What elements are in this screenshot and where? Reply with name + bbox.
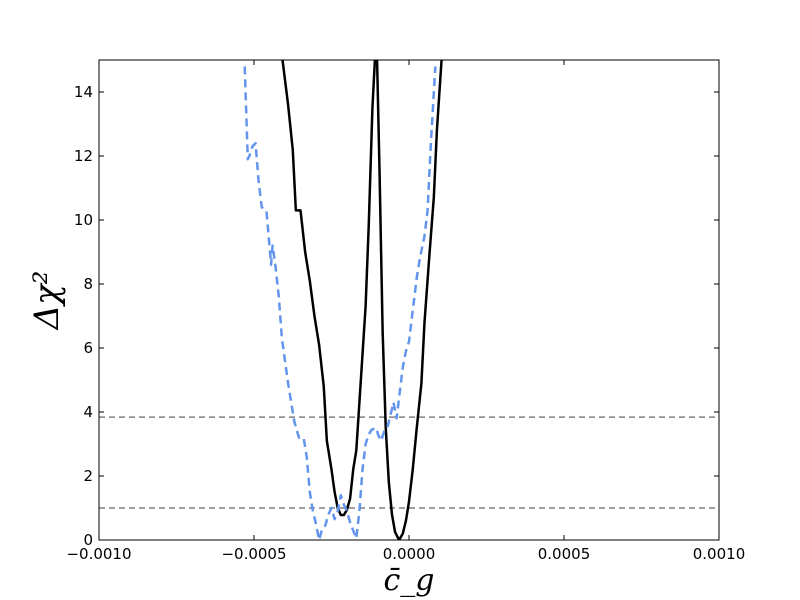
y-tick-label: 2 [83,467,93,485]
y-tick-label: 12 [74,147,93,165]
series-layer [243,60,443,540]
x-tick-label: 0.0000 [383,545,436,563]
series-line-2 [375,60,443,540]
tick-layer: −0.0010 −0.0005 0.0000 0.0005 0.0010 0 2 4 6 8 10 1… [66,60,745,563]
y-tick-label: 10 [74,211,93,229]
series-line-3 [243,66,437,540]
y-axis-label: Δχ² [27,271,67,332]
y-tick-label: 0 [83,531,93,549]
plot-background [99,60,719,540]
y-tick-label: 8 [83,275,93,293]
y-tick-label: 6 [83,339,93,357]
x-tick-label: −0.0005 [221,545,286,563]
x-tick-label: 0.0005 [538,545,591,563]
y-tick-label: 14 [74,83,93,101]
x-tick-label: −0.0010 [66,545,131,563]
x-tick-label: 0.0010 [693,545,746,563]
x-axis-label: c̄_g [383,563,434,598]
series-line-1 [281,60,377,517]
y-tick-label: 4 [83,403,93,421]
